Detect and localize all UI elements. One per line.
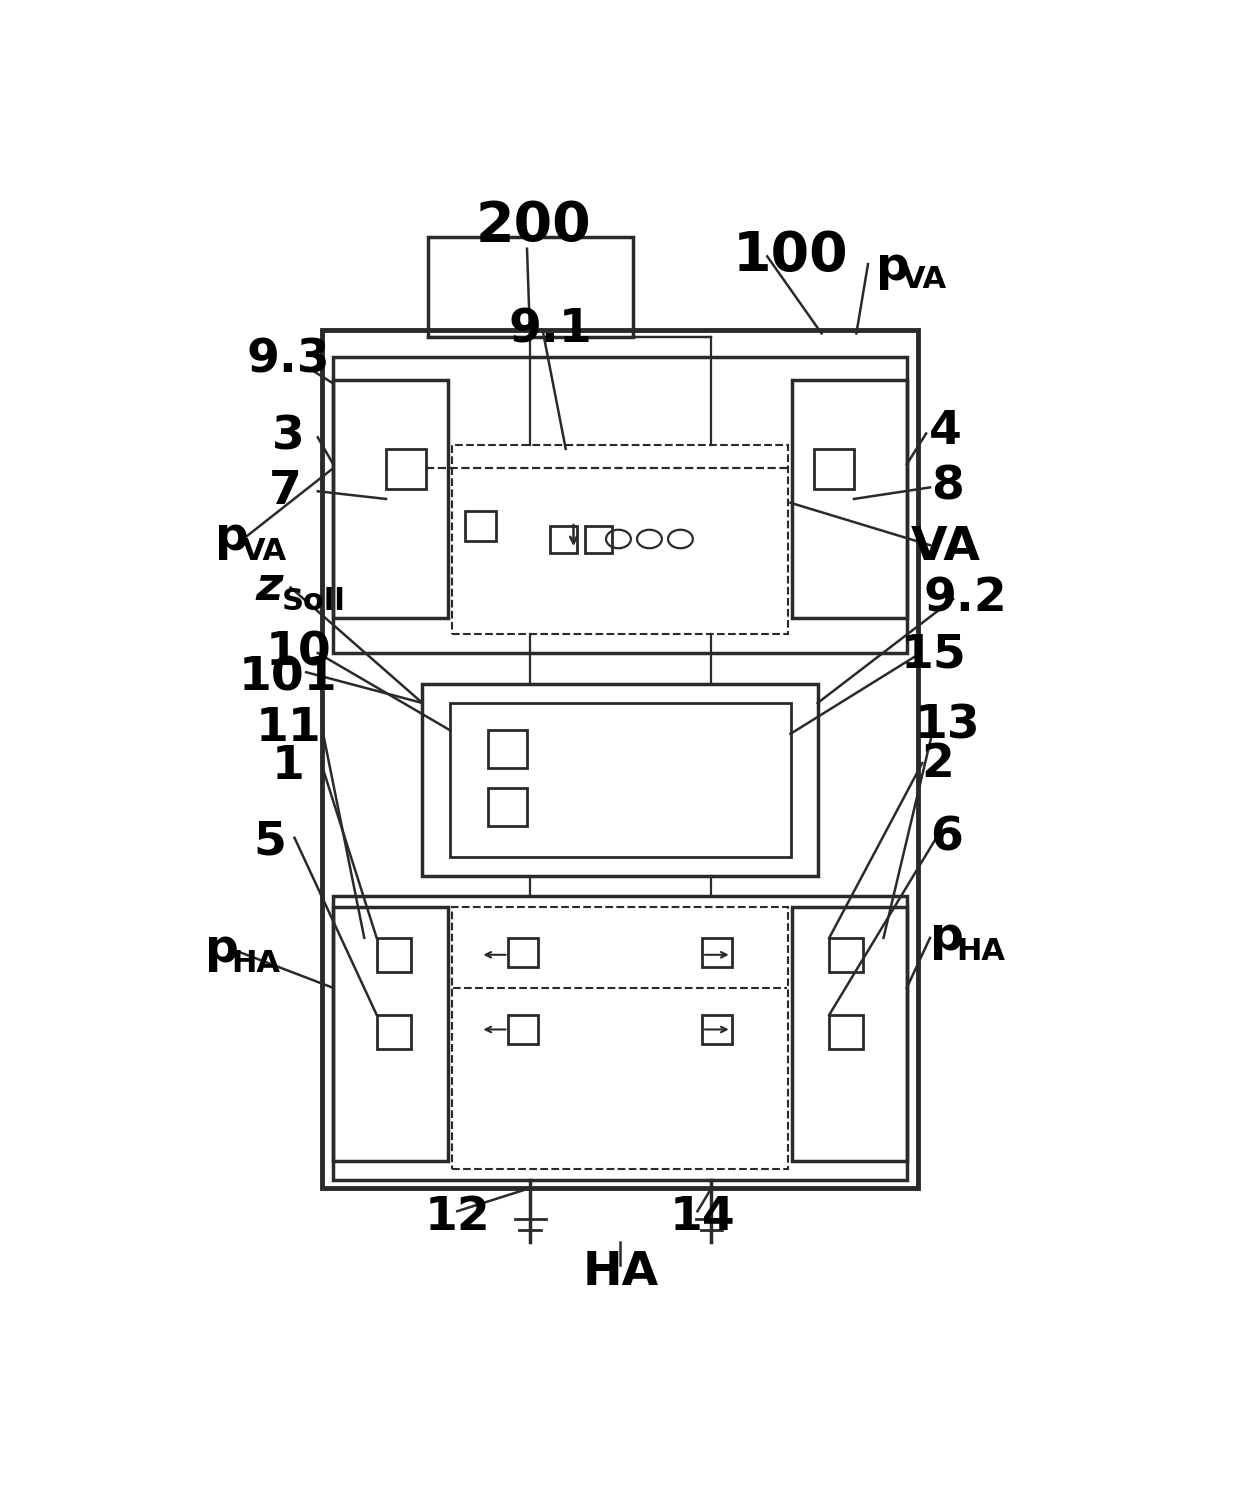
Text: 9.1: 9.1 (508, 306, 593, 351)
Text: 6: 6 (930, 815, 963, 860)
Bar (585, 526, 613, 553)
Bar (377, 1015, 410, 1048)
Text: 1: 1 (272, 743, 305, 789)
Bar (551, 526, 578, 553)
Text: 14: 14 (670, 1195, 735, 1239)
Text: VA: VA (910, 525, 981, 570)
Bar (830, 1015, 863, 1048)
Text: p: p (205, 927, 238, 972)
Text: 9.2: 9.2 (923, 577, 1007, 622)
Bar (334, 896, 906, 1181)
Text: 9.3: 9.3 (247, 338, 330, 383)
Bar (428, 238, 634, 338)
Text: p: p (930, 915, 963, 960)
Bar (702, 1015, 732, 1044)
Text: 4: 4 (929, 410, 962, 454)
Bar (386, 448, 427, 489)
Bar (792, 907, 906, 1162)
Bar (508, 937, 538, 967)
Bar (830, 937, 863, 972)
Text: p: p (216, 514, 249, 561)
Text: 10: 10 (265, 631, 331, 676)
Bar (465, 510, 496, 541)
Bar (813, 448, 854, 489)
Bar (449, 703, 791, 857)
Text: 5: 5 (253, 819, 286, 864)
Bar (508, 1015, 538, 1044)
Bar (451, 446, 789, 634)
Bar (377, 937, 410, 972)
Bar (334, 356, 906, 653)
Bar (451, 907, 789, 1169)
Text: HA: HA (231, 949, 280, 978)
Text: 12: 12 (424, 1195, 490, 1239)
Text: HA: HA (583, 1250, 658, 1295)
Bar (489, 730, 527, 768)
Text: 200: 200 (475, 199, 591, 253)
Text: 7: 7 (269, 469, 301, 514)
Text: 3: 3 (272, 414, 305, 460)
Bar (334, 907, 448, 1162)
Text: VA: VA (903, 265, 947, 295)
Text: Soll: Soll (281, 588, 345, 616)
Bar (702, 937, 732, 967)
Text: HA: HA (956, 937, 1006, 966)
Text: 11: 11 (255, 706, 321, 750)
Text: VA: VA (242, 537, 286, 565)
Text: 101: 101 (239, 655, 337, 700)
Text: 13: 13 (914, 704, 980, 749)
Text: z: z (255, 565, 283, 610)
Bar (792, 380, 906, 619)
Bar (321, 329, 919, 1189)
Text: 8: 8 (931, 465, 963, 510)
Bar (489, 788, 527, 827)
Bar (423, 683, 817, 876)
Bar (334, 380, 448, 619)
Text: 100: 100 (733, 229, 848, 284)
Text: p: p (875, 245, 910, 290)
Text: 15: 15 (901, 632, 967, 677)
Text: 2: 2 (921, 742, 955, 786)
